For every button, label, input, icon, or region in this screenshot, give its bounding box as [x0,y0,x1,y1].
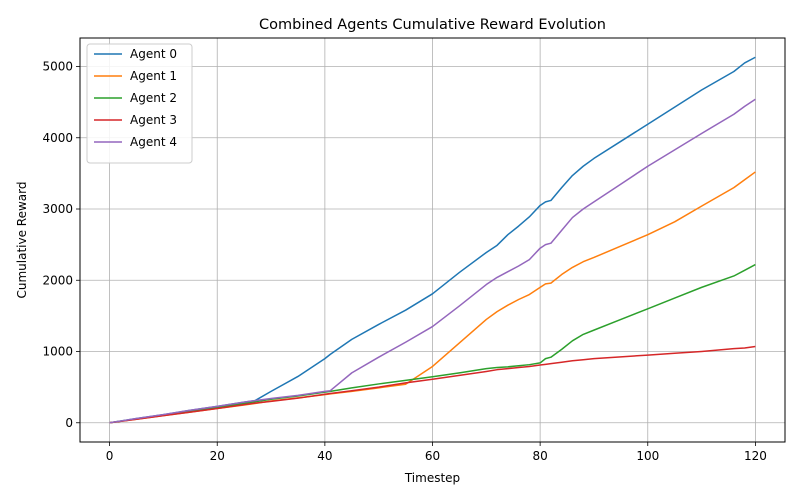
legend-label: Agent 1 [130,69,177,83]
series-line-agent-3 [109,345,756,424]
x-tick-label: 120 [744,449,767,463]
y-tick-label: 3000 [42,202,73,216]
y-tick-label: 4000 [42,131,73,145]
y-tick-label: 0 [65,416,73,430]
legend: Agent 0 Agent 1 Agent 2 Agent 3 Agent 4 [86,43,193,164]
x-tick-label: 100 [636,449,659,463]
x-tick-label: 40 [317,449,332,463]
y-tick-label: 5000 [42,60,73,74]
x-tick-label: 60 [425,449,440,463]
legend-label: Agent 4 [130,135,177,149]
x-tick-label: 80 [532,449,547,463]
y-tick-label: 1000 [42,345,73,359]
series-line-agent-4 [109,98,756,424]
x-axis-label: Timestep [404,471,460,485]
legend-box [86,43,193,164]
x-tick-label: 0 [106,449,114,463]
y-tick-label: 2000 [42,273,73,287]
series-lines [109,56,756,424]
legend-label: Agent 2 [130,91,177,105]
grid [80,38,785,442]
legend-label: Agent 3 [130,113,177,127]
series-line-agent-2 [109,263,756,424]
chart-title: Combined Agents Cumulative Reward Evolut… [259,17,606,33]
axis-ticks: 0 20 40 60 80 100 120 0 1000 2000 3000 4000 5000 [42,60,766,463]
y-axis-label: Cumulative Reward [15,182,29,299]
legend-label: Agent 0 [130,47,177,61]
x-tick-label: 20 [210,449,225,463]
